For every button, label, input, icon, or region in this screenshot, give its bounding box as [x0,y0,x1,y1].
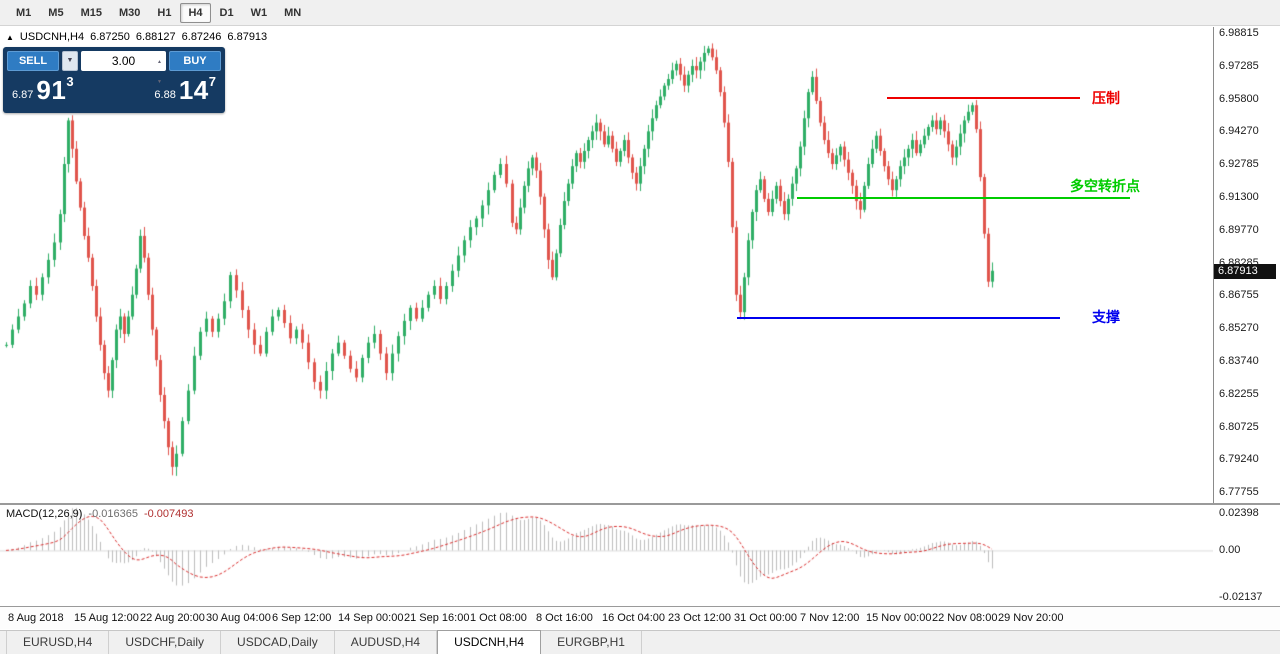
buy-price-prefix: 6.88 [154,89,176,101]
time-axis-label: 31 Oct 00:00 [734,612,797,624]
time-axis-label: 21 Sep 16:00 [404,612,470,624]
time-axis-label: 30 Aug 04:00 [206,612,271,624]
time-axis-label: 29 Nov 20:00 [998,612,1064,624]
price-axis-label: 6.95800 [1219,92,1259,105]
volume-input[interactable]: 3.00 ▲ ▼ [81,51,166,85]
buy-price: 6.88 14 7 [154,73,216,105]
time-axis-label: 6 Sep 12:00 [272,612,332,624]
buy-button[interactable]: BUY [169,51,221,71]
ohlc-high: 6.88127 [135,31,176,43]
time-axis-label: 14 Sep 00:00 [338,612,404,624]
time-axis-label: 22 Nov 08:00 [932,612,998,624]
price-axis-label: 6.83740 [1219,355,1259,367]
one-click-trading-panel: SELL ▼ 3.00 ▲ ▼ BUY 6.87 91 3 6.88 [3,47,225,113]
tab-usdcnh-h4[interactable]: USDCNH,H4 [437,630,542,654]
tab-bar: EURUSD,H4 USDCHF,Daily USDCAD,Daily AUDUSD,… [0,630,1280,654]
resistance-label[interactable]: 压制 [1092,90,1120,106]
macd-axis: 0.02398 0.00 -0.02137 [1214,505,1280,606]
sell-price-sup: 3 [66,74,74,89]
macd-axis-label: 0.02398 [1219,507,1259,519]
buy-price-sup: 7 [208,74,216,89]
volume-dropdown-icon[interactable]: ▼ [62,51,78,71]
price-axis-label: 6.89770 [1219,223,1259,236]
price-axis-label: 6.86755 [1219,289,1259,302]
one-click-collapse-icon[interactable]: ▲ [6,32,14,42]
time-axis-label: 16 Oct 04:00 [602,612,665,624]
sell-button[interactable]: SELL [7,51,59,71]
price-axis-label: 6.82255 [1219,387,1259,400]
macd-indicator-label: MACD(12,26,9) -0.016365 -0.007493 [6,508,194,520]
ohlc-low: 6.87246 [181,31,222,43]
chart-symbol: USDCNH,H4 [19,31,85,43]
time-axis-label: 15 Nov 00:00 [866,612,932,624]
chart-macd-splitter[interactable] [0,503,1280,505]
sell-price-prefix: 6.87 [12,89,34,101]
macd-region: MACD(12,26,9) -0.016365 -0.007493 0.0239… [0,505,1280,606]
chart-region: ▲ USDCNH,H4 6.87250 6.88127 6.87246 6.87… [0,27,1280,503]
price-axis-label: 6.77755 [1219,486,1259,499]
price-axis-label: 6.91300 [1219,191,1259,203]
tab-usdcad-daily[interactable]: USDCAD,Daily [221,631,335,654]
timeframe-button-mn[interactable]: MN [284,6,302,19]
macd-plot: MACD(12,26,9) -0.016365 -0.007493 [0,505,1213,606]
time-axis-label: 22 Aug 20:00 [140,612,205,624]
tab-eurusd-h4[interactable]: EURUSD,H4 [6,631,110,654]
time-axis[interactable]: 8 Aug 2018 15 Aug 12:00 22 Aug 20:00 30 Aug… [0,607,1280,629]
price-axis-separator [1213,27,1214,606]
macd-signal-value: -0.007493 [143,508,194,520]
long-short-pivot-line[interactable] [797,197,1130,199]
ohlc-close: 6.87913 [227,31,268,43]
time-axis-label: 23 Oct 12:00 [668,612,731,624]
current-price-badge: 6.87913 [1214,264,1276,279]
long-short-pivot-label[interactable]: 多空转折点 [1070,178,1140,194]
tab-usdchf-daily[interactable]: USDCHF,Daily [109,631,222,654]
time-axis-label: 8 Aug 2018 [8,612,64,624]
support-label[interactable]: 支撑 [1092,309,1120,325]
time-axis-label: 1 Oct 08:00 [470,612,527,624]
macd-timeaxis-separator [0,606,1280,607]
resistance-line[interactable] [887,97,1080,99]
sell-price-big: 91 [36,75,67,105]
sell-price: 6.87 91 3 [12,73,74,105]
timeframe-button-m1[interactable]: M1 [16,6,32,19]
time-axis-label: 15 Aug 12:00 [74,612,139,624]
price-axis[interactable]: 6.87913 6.98815 6.97285 6.95800 6.94270 6.92… [1214,27,1280,503]
macd-main-value: -0.016365 [88,508,138,520]
support-line[interactable] [737,317,1060,319]
tab-audusd-h4[interactable]: AUDUSD,H4 [335,631,438,654]
macd-axis-label: -0.02137 [1219,591,1263,603]
price-axis-label: 6.88285 [1219,256,1259,269]
buy-price-big: 14 [178,75,209,105]
timeframe-button-w1[interactable]: W1 [250,6,268,19]
macd-name: MACD(12,26,9) [6,508,83,520]
time-axis-label: 7 Nov 12:00 [800,612,860,624]
volume-stepper[interactable]: ▲ ▼ [157,59,162,85]
price-axis-label: 6.97285 [1219,59,1259,72]
timeframe-button-m5[interactable]: M5 [48,6,64,19]
timeframe-button-m30[interactable]: M30 [118,6,141,19]
timeframe-button-h1[interactable]: H1 [157,6,172,19]
ohlc-open: 6.87250 [90,31,130,43]
volume-value: 3.00 [111,54,136,68]
price-axis-label: 6.79240 [1219,453,1259,466]
timeframe-button-m15[interactable]: M15 [80,6,102,19]
chart-plot: ▲ USDCNH,H4 6.87250 6.88127 6.87246 6.87… [0,27,1213,503]
macd-axis-label: 0.00 [1219,544,1241,556]
timeframe-button-d1[interactable]: D1 [219,6,234,19]
price-axis-label: 6.85270 [1219,322,1259,335]
price-axis-label: 6.94270 [1219,125,1259,138]
macd-canvas[interactable] [0,505,1213,606]
price-axis-label: 6.98815 [1219,27,1259,39]
price-axis-label: 6.92785 [1219,158,1259,171]
ohlc-readout: ▲ USDCNH,H4 6.87250 6.88127 6.87246 6.87… [6,31,267,43]
price-axis-label: 6.80725 [1219,420,1259,433]
tab-eurgbp-h1[interactable]: EURGBP,H1 [541,631,642,654]
time-axis-label: 8 Oct 16:00 [536,612,593,624]
timeframe-toolbar: M1 M5 M15 M30 H1 H4 D1 W1 MN [0,0,1280,26]
timeframe-button-h4[interactable]: H4 [180,2,211,23]
